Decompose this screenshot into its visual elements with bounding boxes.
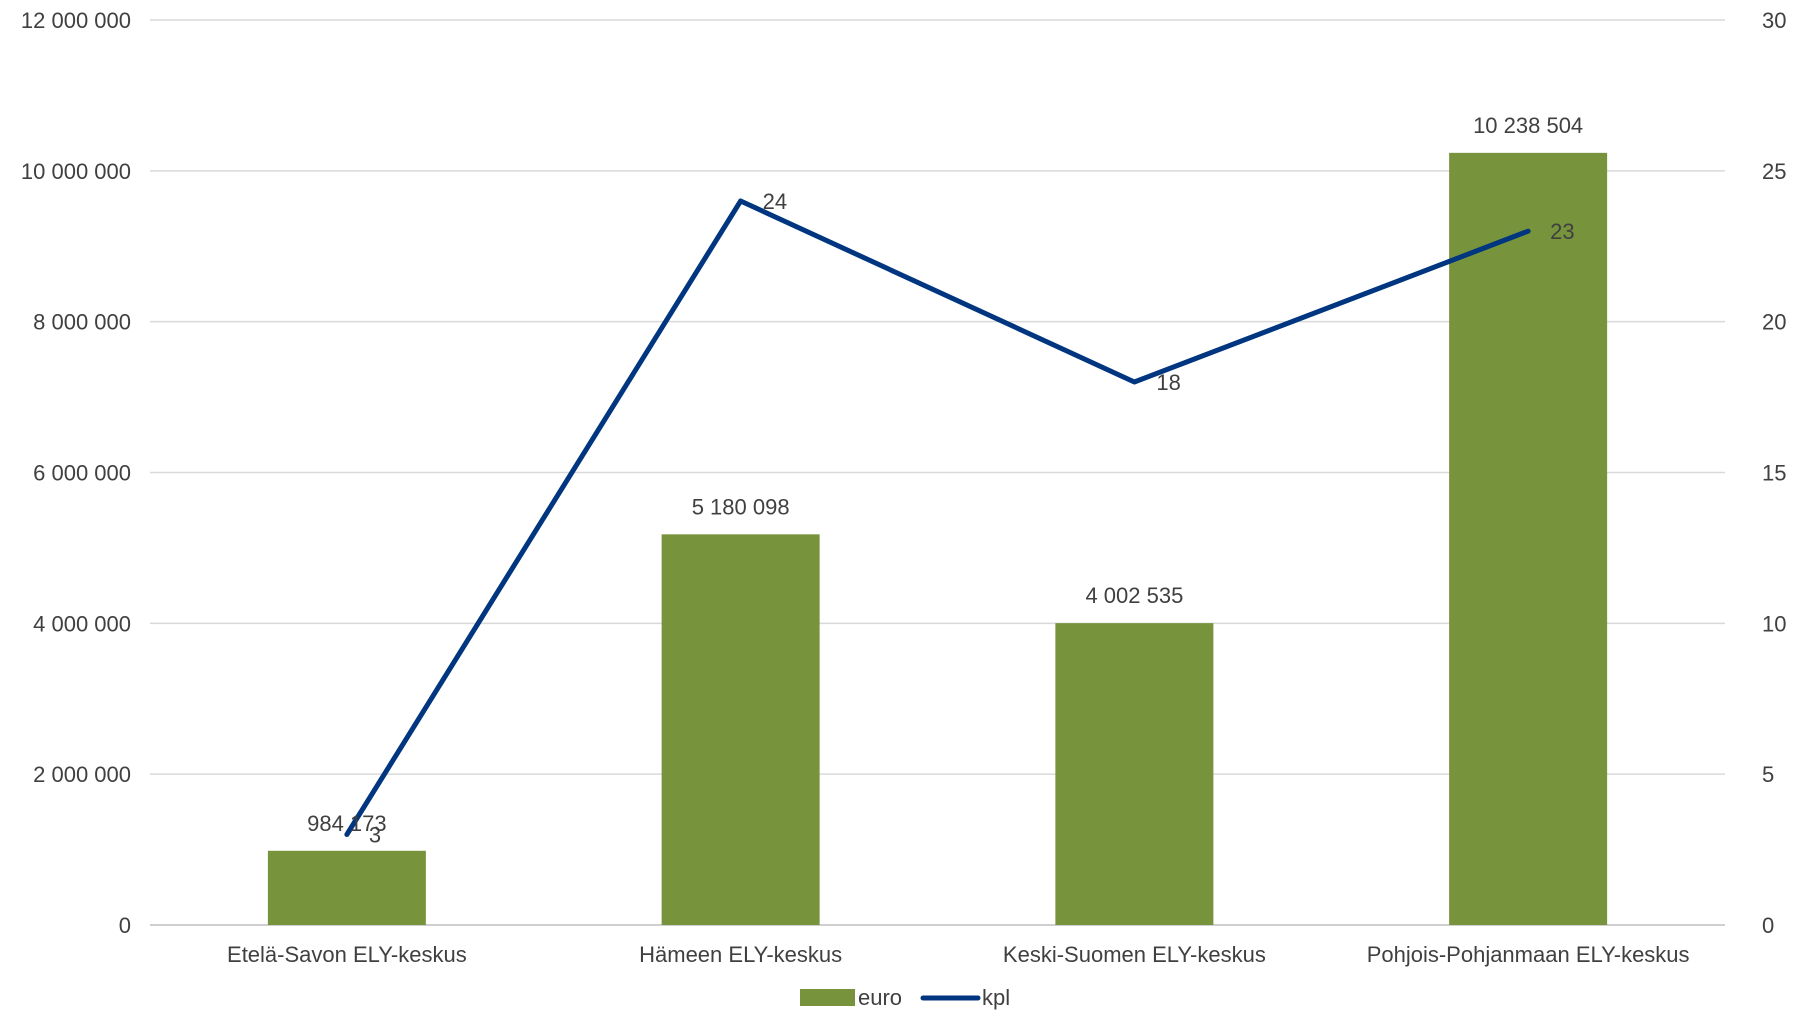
data-label-euro: 5 180 098: [692, 494, 790, 519]
legend-label-euro: euro: [858, 985, 902, 1010]
x-category-label: Keski-Suomen ELY-keskus: [1003, 942, 1266, 967]
y-right-tick-label: 15: [1762, 461, 1786, 486]
data-labels: 984 173 5 180 098 4 002 535 10 238 504 3 24 18…: [307, 113, 1583, 848]
data-label-euro: 10 238 504: [1473, 113, 1583, 138]
data-label-kpl: 23: [1550, 219, 1574, 244]
y-left-tick-label: 0: [119, 913, 131, 938]
axes: 0 2 000 000 4 000 000 6 000 000 8 000 000 10 …: [21, 8, 1787, 967]
line-series-kpl: [344, 198, 1531, 837]
y-right-tick-label: 0: [1762, 913, 1774, 938]
y-left-tick-label: 4 000 000: [33, 611, 131, 636]
bar-euro: [267, 850, 426, 925]
y-left-tick-label: 12 000 000: [21, 8, 131, 33]
bar-euro: [661, 534, 820, 925]
legend-label-kpl: kpl: [982, 985, 1010, 1010]
legend-swatch-euro: [800, 989, 855, 1006]
y-left-tick-label: 2 000 000: [33, 762, 131, 787]
y-right-tick-label: 20: [1762, 310, 1786, 335]
data-label-kpl: 18: [1156, 370, 1180, 395]
x-category-label: Pohjois-Pohjanmaan ELY-keskus: [1367, 942, 1690, 967]
line-kpl: [344, 198, 1531, 837]
legend: euro kpl: [800, 985, 1010, 1010]
data-label-kpl: 24: [763, 189, 787, 214]
y-left-tick-label: 10 000 000: [21, 159, 131, 184]
gridlines: [150, 19, 1725, 926]
bar-series-euro: [267, 152, 1608, 925]
bar-euro: [1449, 152, 1608, 925]
x-category-label: Hämeen ELY-keskus: [639, 942, 842, 967]
bar-euro: [1055, 623, 1214, 925]
y-right-tick-label: 5: [1762, 762, 1774, 787]
data-label-kpl: 3: [369, 823, 381, 848]
y-left-tick-label: 6 000 000: [33, 461, 131, 486]
y-left-tick-label: 8 000 000: [33, 310, 131, 335]
y-right-tick-label: 25: [1762, 159, 1786, 184]
x-category-label: Etelä-Savon ELY-keskus: [227, 942, 467, 967]
data-label-euro: 4 002 535: [1085, 583, 1183, 608]
y-right-tick-label: 10: [1762, 611, 1786, 636]
data-label-euro: 984 173: [307, 811, 387, 836]
y-right-tick-label: 30: [1762, 8, 1786, 33]
